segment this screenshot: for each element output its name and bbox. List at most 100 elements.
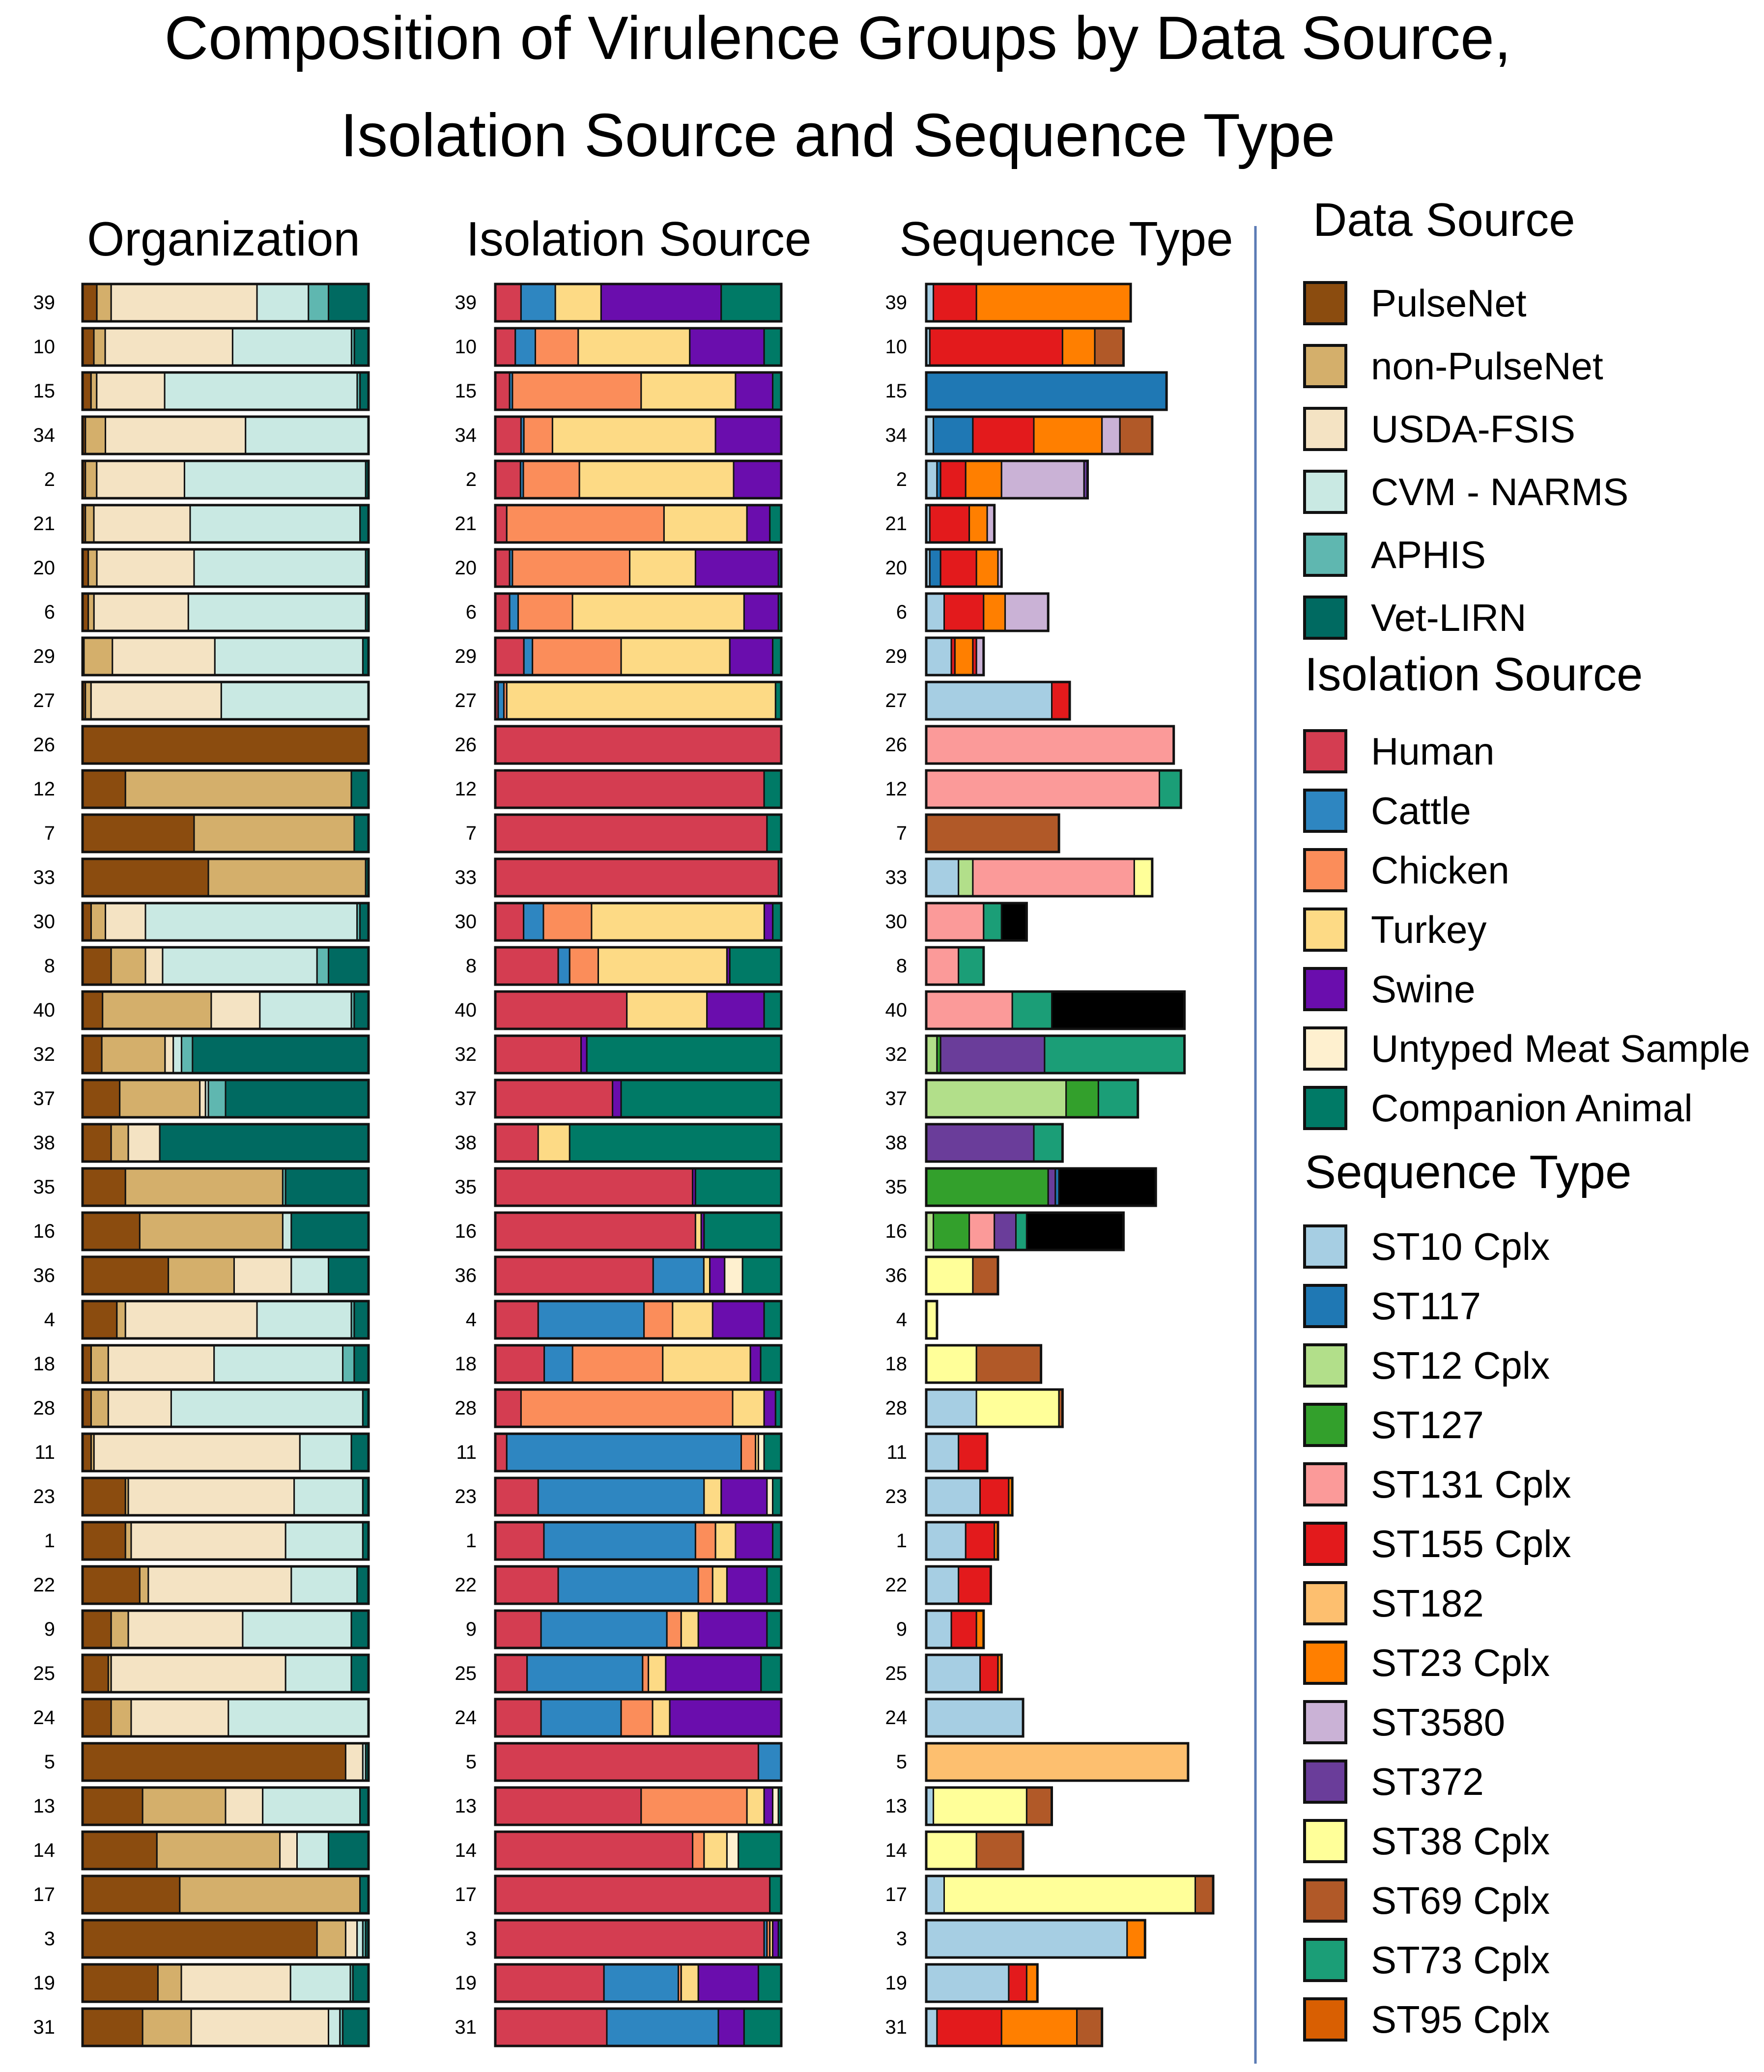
group-label: 9 <box>44 1618 55 1640</box>
bar-segment-sequence <box>975 1389 1060 1428</box>
bar-outline <box>494 1609 783 1649</box>
bar-segment-sequence <box>925 1521 967 1561</box>
bar-segment-sequence <box>972 1256 999 1295</box>
bar-segment-isolation <box>720 283 782 322</box>
group-label: 36 <box>33 1265 56 1286</box>
bar-segment-isolation <box>620 1698 654 1737</box>
bar-segment-organization <box>82 1831 158 1870</box>
bar-segment-sequence <box>943 1875 1196 1914</box>
bar-outline <box>494 636 783 677</box>
bar-outline <box>494 1830 783 1871</box>
bar-segment-organization <box>353 1344 370 1384</box>
bar-segment-organization <box>328 283 370 322</box>
bar-segment-organization <box>199 1079 206 1118</box>
bar-segment-isolation <box>534 327 579 367</box>
bar-segment-isolation <box>494 1477 539 1516</box>
legend-organization: Data Source PulseNet non-PulseNet USDA-FSIS… <box>1303 194 1628 640</box>
group-label: 6 <box>466 601 477 623</box>
bar-segment-sequence <box>1051 681 1071 720</box>
bar-outline <box>494 1388 783 1428</box>
bar-segment-organization <box>82 1875 181 1914</box>
bar-segment-organization <box>107 1389 172 1428</box>
bar-segment-sequence <box>929 504 970 543</box>
panel-title-sequence: Sequence Type <box>899 212 1233 266</box>
legend-swatch <box>1303 1878 1347 1923</box>
bar-segment-isolation <box>554 283 602 322</box>
bar-outline <box>925 1874 1215 1915</box>
bar-segment-sequence <box>1015 1212 1027 1251</box>
legend-swatch <box>1303 1641 1347 1685</box>
bar-segment-isolation <box>666 1610 682 1649</box>
bar-segment-isolation <box>543 1344 573 1384</box>
bar-segment-organization <box>359 504 370 543</box>
bar-outline <box>925 1167 1157 1207</box>
bar-segment-organization <box>82 858 209 897</box>
bar-segment-isolation <box>494 416 522 455</box>
bar-segment-sequence <box>925 1079 1067 1118</box>
bar-segment-isolation <box>557 946 570 986</box>
bar-segment-organization <box>82 1300 118 1339</box>
bar-segment-isolation <box>494 1300 539 1339</box>
bar-segment-isolation <box>532 637 622 676</box>
bar-segment-isolation <box>512 548 631 588</box>
bar-segment-organization <box>142 1787 227 1826</box>
panel-title-organization: Organization <box>87 212 360 266</box>
group-label: 15 <box>33 380 56 402</box>
group-label: 3 <box>44 1928 55 1950</box>
group-label: 37 <box>885 1088 908 1109</box>
bar-segment-sequence <box>983 902 1002 941</box>
bar-segment-isolation <box>769 504 782 543</box>
legend-label: ST127 <box>1371 1403 1484 1447</box>
bar-segment-isolation <box>543 1521 696 1561</box>
bar-segment-organization <box>82 1344 92 1384</box>
bar-segment-organization <box>82 1787 143 1826</box>
group-label: 19 <box>885 1972 908 1994</box>
bar-segment-organization <box>157 1963 182 2003</box>
bar-outline <box>81 504 370 544</box>
group-label: 39 <box>885 292 908 313</box>
bar-outline <box>494 1653 783 1694</box>
bar-segment-isolation <box>772 1521 782 1561</box>
bar-segment-organization <box>328 2008 341 2047</box>
bar-outline <box>494 902 783 942</box>
group-label: 18 <box>455 1353 477 1375</box>
group-label: 23 <box>455 1486 477 1507</box>
bar-outline <box>81 1963 370 2003</box>
legend-swatch <box>1303 533 1347 577</box>
bar-segment-isolation <box>680 1963 699 2003</box>
bar-segment-sequence <box>925 1433 960 1472</box>
bar-segment-isolation <box>626 991 708 1030</box>
group-label: 1 <box>44 1530 55 1552</box>
bar-segment-isolation <box>697 1565 713 1605</box>
bar-outline <box>81 592 370 632</box>
bar-outline <box>925 1786 1053 1826</box>
group-label: 10 <box>885 336 908 358</box>
legend-swatch <box>1303 789 1347 833</box>
group-label: 6 <box>44 601 55 623</box>
bar-outline <box>494 1344 783 1384</box>
legend-swatch <box>1303 596 1347 640</box>
bar-segment-organization <box>144 946 164 986</box>
bar-outline <box>925 902 1028 942</box>
bar-segment-sequence <box>933 1212 970 1251</box>
bar-outline <box>925 636 985 677</box>
bar-outline <box>925 1123 1064 1163</box>
bar-segment-isolation <box>746 504 771 543</box>
bar-segment-isolation <box>714 1521 737 1561</box>
bar-outline <box>925 1432 989 1473</box>
legend-swatch <box>1303 1462 1347 1506</box>
bar-outline <box>81 327 370 367</box>
bar-segment-sequence <box>933 1787 1027 1826</box>
bar-outline <box>494 1079 783 1119</box>
bar-segment-organization <box>87 548 98 588</box>
bar-segment-organization <box>316 1919 346 1958</box>
bar-segment-isolation <box>494 1919 765 1958</box>
bar-segment-organization <box>207 1079 227 1118</box>
legend-label: ST69 Cplx <box>1371 1879 1550 1922</box>
bar-outline <box>925 1344 1043 1384</box>
bar-segment-isolation <box>711 1300 765 1339</box>
group-label: 36 <box>455 1265 477 1286</box>
group-label: 14 <box>885 1840 908 1861</box>
bar-segment-sequence <box>925 858 960 897</box>
bar-outline <box>494 592 783 632</box>
